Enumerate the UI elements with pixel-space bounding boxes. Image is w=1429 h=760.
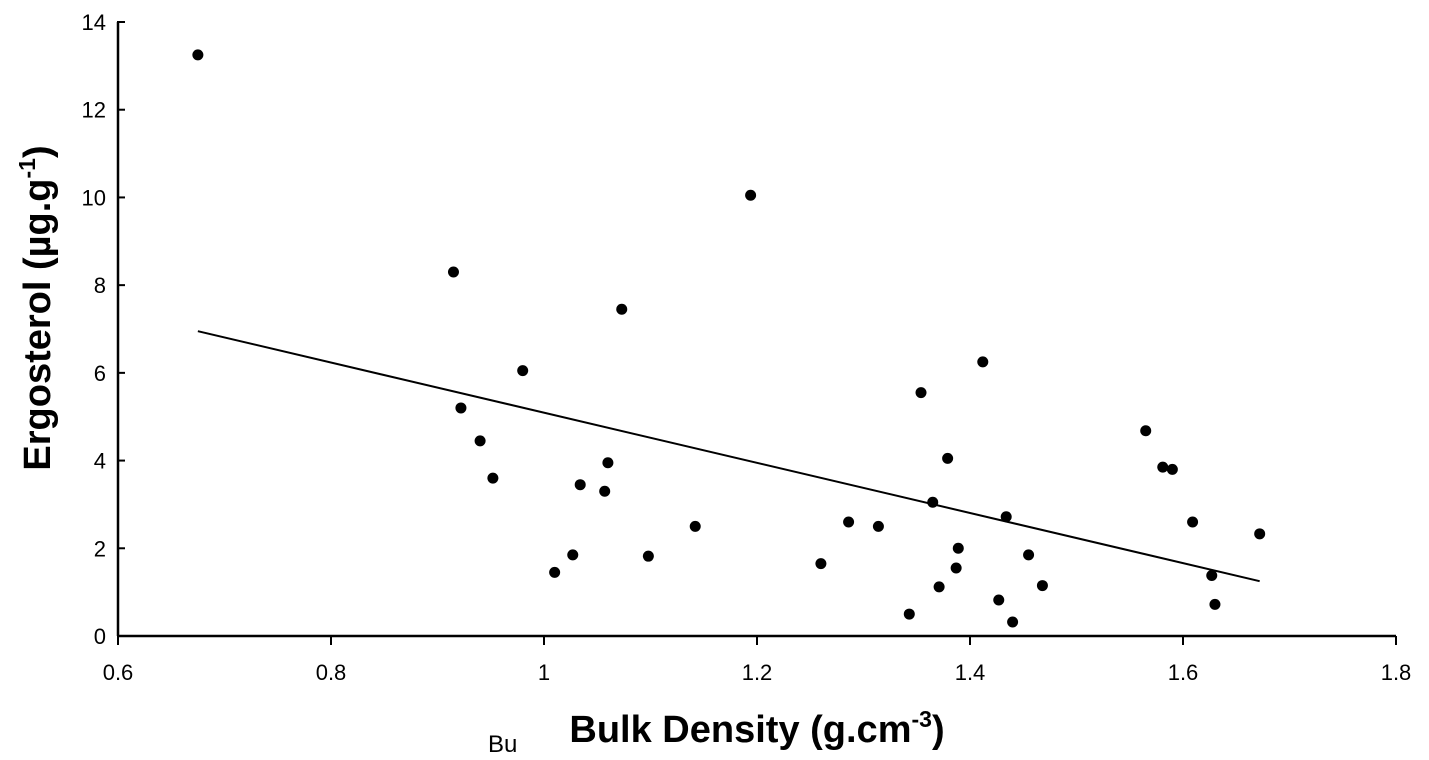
data-point — [1023, 549, 1035, 561]
data-point — [447, 266, 459, 278]
data-point — [872, 520, 884, 532]
data-point — [1140, 425, 1152, 437]
y-tick-label: 8 — [94, 273, 106, 298]
data-point — [616, 303, 628, 315]
data-point — [927, 496, 939, 508]
stray-text-fragment: Bu — [488, 731, 517, 758]
x-tick-label: 1.4 — [955, 660, 986, 685]
x-axis-title-superscript: -3 — [911, 706, 931, 732]
data-point — [1206, 569, 1218, 581]
data-points — [192, 49, 1266, 628]
data-point — [599, 485, 611, 497]
x-axis-title: Bulk Density (g.cm-3) — [569, 706, 944, 751]
data-point — [952, 542, 964, 554]
data-point — [915, 387, 927, 399]
data-point — [1187, 516, 1199, 528]
data-point — [1209, 598, 1221, 610]
data-point — [487, 472, 499, 484]
y-axis-ticks: 0 2 4 6 8 10 12 14 — [82, 10, 125, 649]
data-point — [1254, 528, 1266, 540]
data-point — [642, 550, 654, 562]
data-point — [933, 581, 945, 593]
y-axis-title: Ergosterol (µg.g-1) — [14, 145, 59, 470]
y-tick-label: 0 — [94, 624, 106, 649]
y-axis-title-main: Ergosterol (µg.g — [17, 178, 59, 470]
data-point — [815, 558, 827, 570]
data-point — [1157, 461, 1169, 473]
data-point — [1166, 463, 1178, 475]
y-tick-label: 14 — [82, 10, 106, 35]
x-tick-label: 1 — [538, 660, 550, 685]
x-axis-title-tail: ) — [932, 709, 945, 751]
trend-line — [197, 330, 1260, 583]
data-point — [903, 608, 915, 620]
x-tick-label: 1.6 — [1168, 660, 1199, 685]
data-point — [517, 365, 529, 377]
data-point — [950, 562, 962, 574]
data-point — [942, 452, 954, 464]
x-axis-title-main: Bulk Density (g.cm — [569, 709, 911, 751]
data-point — [689, 520, 701, 532]
y-tick-label: 4 — [94, 449, 106, 474]
y-tick-label: 12 — [82, 98, 106, 123]
data-point — [1000, 511, 1012, 523]
data-point — [567, 549, 579, 561]
data-point — [745, 189, 757, 201]
y-axis-title-tail: ) — [17, 145, 59, 158]
data-point — [474, 435, 486, 447]
x-tick-label: 1.8 — [1381, 660, 1412, 685]
data-point — [1036, 580, 1048, 592]
data-point — [993, 594, 1005, 606]
y-axis-title-superscript: -1 — [14, 158, 40, 179]
data-point — [549, 566, 561, 578]
y-tick-label: 10 — [82, 185, 106, 210]
x-tick-label: 0.8 — [316, 660, 347, 685]
y-tick-label: 6 — [94, 361, 106, 386]
data-point — [574, 479, 586, 491]
data-point — [192, 49, 204, 61]
data-point — [1007, 616, 1019, 628]
x-tick-label: 0.6 — [103, 660, 134, 685]
data-point — [843, 516, 855, 528]
data-point — [455, 402, 467, 414]
data-point — [602, 457, 614, 469]
data-point — [977, 356, 989, 368]
x-tick-label: 1.2 — [742, 660, 773, 685]
x-axis-ticks: 0.6 0.8 1 1.2 1.4 1.6 1.8 — [103, 636, 1412, 685]
y-tick-label: 2 — [94, 536, 106, 561]
